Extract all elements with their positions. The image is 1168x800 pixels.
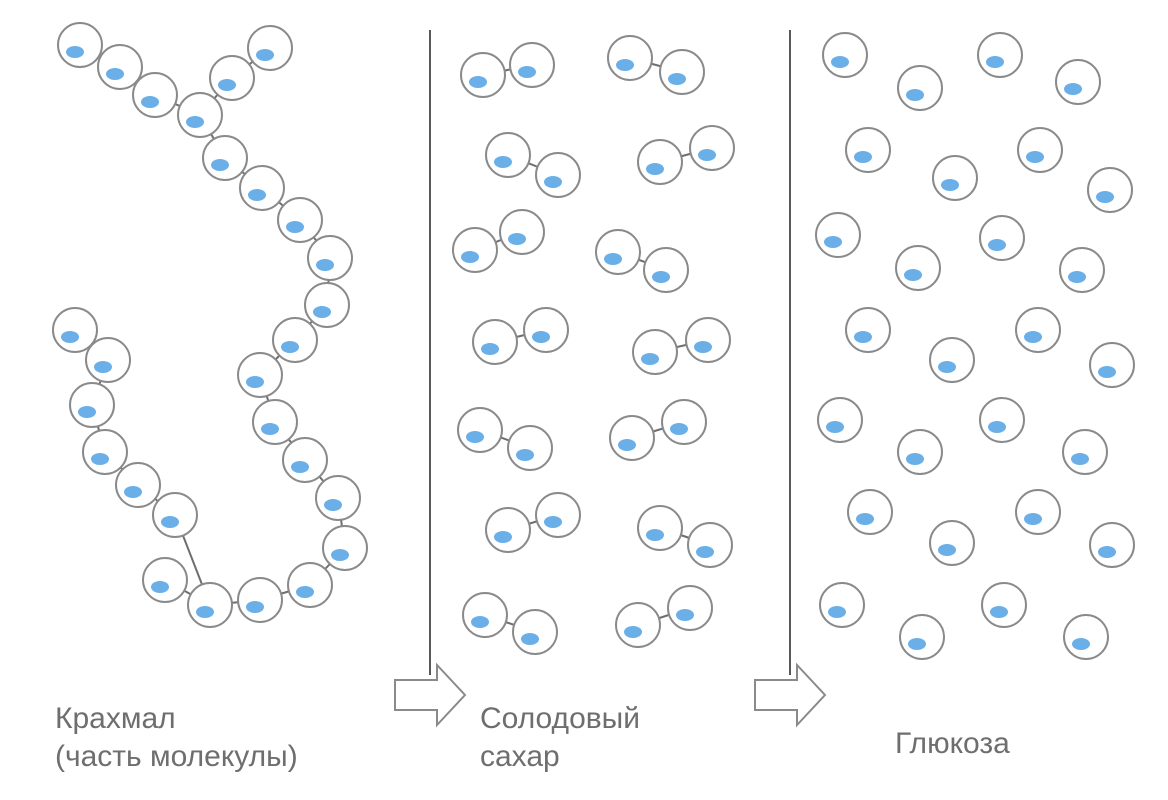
label-maltose: Солодовый сахар (480, 700, 640, 775)
diagram-svg (0, 0, 1168, 800)
label-glucose: Глюкоза (895, 725, 1010, 763)
label-starch: Крахмал (часть молекулы) (55, 700, 298, 775)
